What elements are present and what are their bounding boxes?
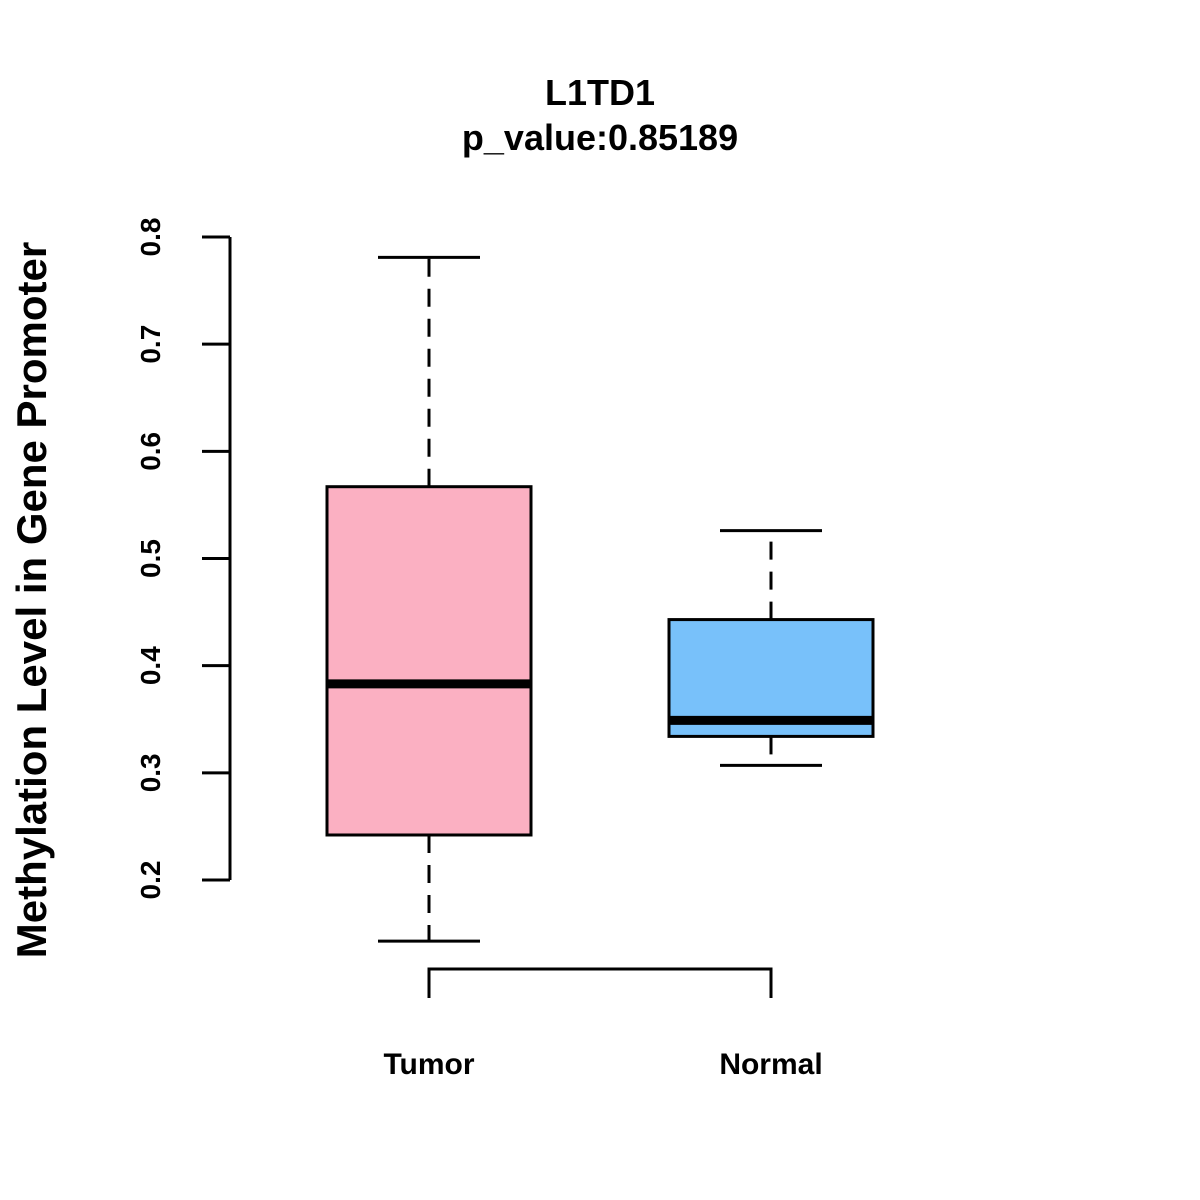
- y-tick-label: 0.6: [135, 432, 166, 471]
- box-group-normal: [667, 529, 875, 767]
- y-tick-label: 0.2: [135, 861, 166, 900]
- y-tick-label: 0.5: [135, 539, 166, 578]
- x-axis-line: [427, 967, 773, 998]
- iqr-box: [325, 485, 533, 837]
- box-series: [325, 255, 875, 943]
- y-axis: 0.2 0.3 0.4 0.5 0.6 0.7 0.8: [135, 218, 232, 900]
- x-category-label: Tumor: [383, 1048, 474, 1081]
- y-tick-label: 0.8: [135, 218, 166, 257]
- y-axis-label: Methylation Level in Gene Promoter: [8, 242, 55, 958]
- chart-title: L1TD1: [545, 72, 655, 113]
- chart-subtitle: p_value:0.85189: [462, 117, 738, 158]
- box-group-tumor: [325, 255, 533, 943]
- y-tick-label: 0.4: [135, 646, 166, 685]
- y-tick-label: 0.3: [135, 753, 166, 792]
- x-category-label: Normal: [719, 1048, 822, 1081]
- y-tick-label: 0.7: [135, 325, 166, 364]
- x-axis: Tumor Normal: [383, 967, 823, 1081]
